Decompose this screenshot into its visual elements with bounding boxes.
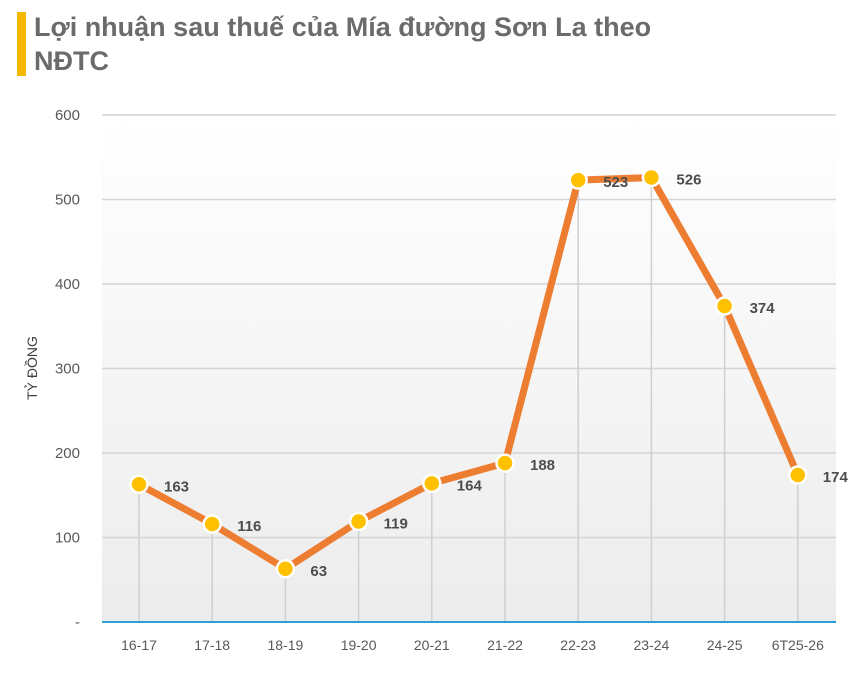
data-point — [495, 453, 515, 473]
data-point — [275, 559, 296, 579]
y-tick-label: 600 — [55, 107, 80, 124]
x-tick-label: 23-24 — [633, 637, 669, 653]
data-label: 526 — [676, 172, 701, 189]
x-tick-label: 16-17 — [121, 637, 157, 653]
data-label: 63 — [310, 563, 327, 580]
x-tick-label: 17-18 — [194, 637, 230, 653]
y-tick-label: 300 — [55, 361, 80, 378]
data-markers — [129, 167, 808, 579]
x-tick-label: 18-19 — [267, 637, 303, 653]
data-point — [641, 167, 662, 188]
x-tick-label: 6T25-26 — [772, 637, 824, 653]
data-point — [422, 473, 442, 494]
data-point — [788, 465, 808, 485]
data-label: 163 — [164, 478, 189, 495]
y-tick-labels: - 100 200 300 400 500 600 — [55, 107, 80, 631]
y-tick-label: 400 — [55, 276, 80, 293]
data-label: 164 — [457, 477, 483, 494]
x-tick-label: 21-22 — [487, 637, 523, 653]
y-tick-label: 100 — [55, 530, 80, 547]
data-point — [568, 170, 588, 190]
chart-title: Lợi nhuận sau thuế của Mía đường Sơn La … — [34, 12, 652, 76]
y-tick-label: - — [75, 614, 80, 631]
x-tick-label: 19-20 — [341, 637, 377, 653]
data-label: 188 — [530, 457, 555, 474]
data-point — [129, 474, 149, 495]
data-label: 119 — [384, 515, 408, 532]
data-point — [348, 511, 369, 532]
data-point — [714, 296, 735, 316]
data-label: 523 — [603, 174, 628, 191]
series-line — [137, 174, 802, 573]
data-label: 116 — [237, 518, 261, 535]
y-axis-label: TỶ ĐỒNG — [23, 336, 40, 400]
data-labels: 163 116 63 119 164 188 523 526 374 174 — [164, 172, 848, 580]
x-tick-labels: 16-17 17-18 18-19 19-20 20-21 21-22 22-23 23-24… — [121, 637, 824, 653]
data-point — [202, 514, 222, 534]
x-tick-label: 20-21 — [414, 637, 450, 653]
data-label: 174 — [823, 469, 849, 486]
x-tick-label: 24-25 — [707, 637, 743, 653]
y-tick-label: 500 — [55, 192, 80, 209]
data-label: 374 — [750, 300, 776, 317]
title-accent-bar — [17, 12, 26, 76]
y-tick-label: 200 — [55, 445, 80, 462]
x-tick-label: 22-23 — [560, 637, 596, 653]
